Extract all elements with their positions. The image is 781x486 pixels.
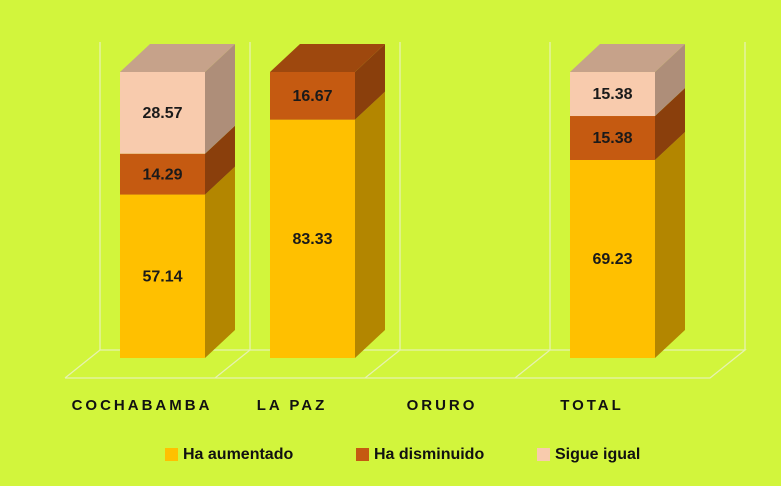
legend-swatch [356,448,369,461]
bar-segment-side [355,44,385,120]
bar-segment-side [655,88,685,161]
bar-segment-side [655,132,685,358]
legend-label: Ha disminuido [374,446,484,463]
x-tick-label: ORURO [407,397,478,414]
floor-line [214,349,251,379]
legend-swatch [537,448,550,461]
bar-segment-side [655,44,685,117]
data-label: 83.33 [292,231,332,248]
floor-line [514,349,551,379]
bar-top [270,44,385,72]
floor-line [364,349,401,379]
data-label: 15.38 [592,130,632,147]
bar-segment [270,119,355,358]
legend-swatch [165,448,178,461]
bar-segment [120,153,205,195]
bar-segment-side [205,125,235,195]
bar-segment-side [205,166,235,358]
bar-segment [270,72,355,120]
bar-top [120,44,235,72]
floor [64,42,747,379]
x-tick-label: TOTAL [560,397,624,414]
bar-segment-side [205,44,235,154]
data-label: 69.23 [592,251,632,268]
data-label: 14.29 [142,166,182,183]
bar-segment [120,194,205,358]
legend-label: Sigue igual [555,446,640,463]
data-label: 28.57 [142,105,182,122]
bar-segment [120,72,205,154]
data-label: 57.14 [142,269,182,286]
legend-label: Ha aumentado [183,446,293,463]
bar-top [570,44,685,73]
data-label: 16.67 [292,88,332,105]
bar-segment-side [355,91,385,358]
x-tick-label: LA PAZ [257,397,328,414]
data-label: 15.38 [592,86,632,103]
x-tick-label: COCHABAMBA [72,397,213,414]
bar-segment [570,116,655,161]
bar-segment [570,160,655,358]
bar-segment [570,72,655,117]
